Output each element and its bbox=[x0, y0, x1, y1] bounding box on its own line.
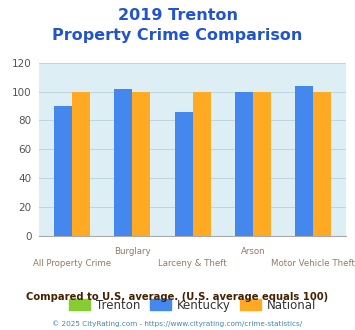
Bar bbox=[235, 91, 253, 236]
Bar bbox=[313, 91, 331, 236]
Bar bbox=[72, 91, 90, 236]
Text: Motor Vehicle Theft: Motor Vehicle Theft bbox=[271, 259, 355, 268]
Legend: Trenton, Kentucky, National: Trenton, Kentucky, National bbox=[64, 294, 321, 316]
Bar bbox=[54, 106, 72, 236]
Text: Arson: Arson bbox=[240, 248, 265, 256]
Bar bbox=[175, 112, 193, 236]
Text: Larceny & Theft: Larceny & Theft bbox=[158, 259, 227, 268]
Text: 2019 Trenton: 2019 Trenton bbox=[118, 8, 237, 23]
Bar bbox=[193, 91, 211, 236]
Bar bbox=[132, 91, 151, 236]
Bar bbox=[295, 86, 313, 236]
Text: Burglary: Burglary bbox=[114, 248, 151, 256]
Text: Property Crime Comparison: Property Crime Comparison bbox=[52, 28, 303, 43]
Bar bbox=[114, 89, 132, 236]
Text: © 2025 CityRating.com - https://www.cityrating.com/crime-statistics/: © 2025 CityRating.com - https://www.city… bbox=[53, 321, 302, 327]
Bar bbox=[253, 91, 271, 236]
Text: Compared to U.S. average. (U.S. average equals 100): Compared to U.S. average. (U.S. average … bbox=[26, 292, 329, 302]
Text: All Property Crime: All Property Crime bbox=[33, 259, 111, 268]
